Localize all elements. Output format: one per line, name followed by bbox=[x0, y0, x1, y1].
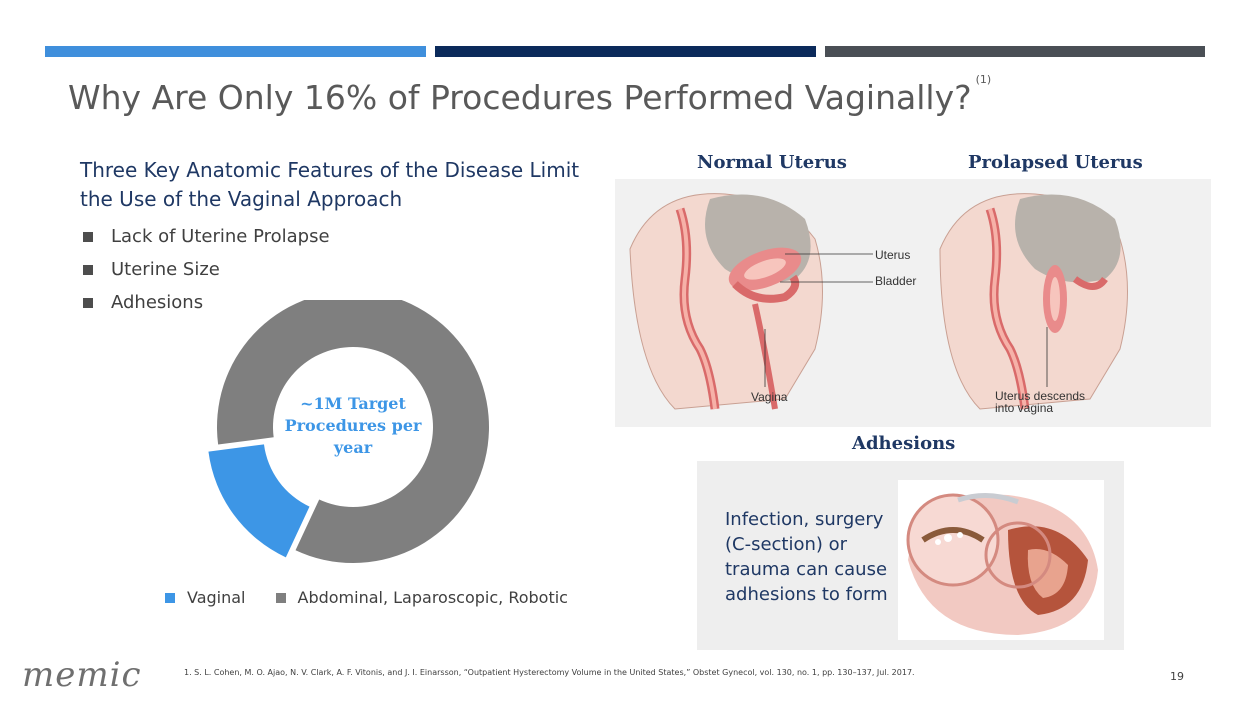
memic-logo: memic bbox=[22, 655, 142, 695]
slide-title: Why Are Only 16% of Procedures Performed… bbox=[68, 73, 991, 117]
bullet-text: Uterine Size bbox=[111, 259, 220, 280]
feature-list: Lack of Uterine Prolapse Uterine Size Ad… bbox=[80, 220, 330, 319]
legend-swatch bbox=[165, 592, 175, 603]
donut-slice-abdominal bbox=[217, 300, 489, 563]
bullet-text: Adhesions bbox=[111, 292, 204, 313]
adhesions-description: Infection, surgery (C-section) or trauma… bbox=[725, 509, 888, 605]
annotation-line-2: into vagina bbox=[995, 401, 1054, 415]
subheading: Three Key Anatomic Features of the Disea… bbox=[80, 158, 580, 211]
header-bar-gray bbox=[825, 46, 1205, 57]
uterus-comparison-illustration: Uterus Bladder Vagina Uterus descends in… bbox=[615, 179, 1211, 427]
prolapsed-uterus-heading: Prolapsed Uterus bbox=[968, 152, 1143, 173]
bullet-text: Lack of Uterine Prolapse bbox=[111, 226, 330, 247]
prolapsed-uterus-image bbox=[939, 193, 1128, 410]
annotation-uterus-descends: Uterus descends into vagina bbox=[995, 390, 1085, 414]
adhesions-drawing bbox=[906, 493, 1098, 635]
page-number: 19 bbox=[1170, 670, 1184, 683]
annotation-uterus: Uterus bbox=[875, 248, 911, 262]
bullet-square-icon bbox=[83, 264, 93, 275]
legend-item-abdominal: Abdominal, Laparoscopic, Robotic bbox=[275, 588, 568, 607]
adhesions-illustration bbox=[898, 480, 1104, 640]
list-item: Lack of Uterine Prolapse bbox=[80, 220, 330, 253]
adhesions-heading: Adhesions bbox=[852, 433, 956, 454]
annotation-vagina: Vagina bbox=[751, 390, 788, 404]
chart-legend: Vaginal Abdominal, Laparoscopic, Robotic bbox=[165, 588, 598, 607]
donut-center-text: ~1M Target Procedures per year bbox=[285, 394, 422, 457]
list-item: Uterine Size bbox=[80, 253, 330, 286]
legend-swatch bbox=[275, 592, 286, 603]
donut-slice-vaginal bbox=[208, 444, 310, 558]
anatomy-drawing bbox=[629, 193, 1128, 410]
legend-label: Abdominal, Laparoscopic, Robotic bbox=[297, 588, 568, 607]
title-footnote-ref: (1) bbox=[975, 73, 992, 86]
slide-title-text: Why Are Only 16% of Procedures Performed… bbox=[68, 78, 972, 117]
normal-uterus-heading: Normal Uterus bbox=[697, 152, 847, 173]
donut-value-label: 16% bbox=[208, 530, 240, 547]
legend-label: Vaginal bbox=[187, 588, 246, 607]
footnote-citation: 1. S. L. Cohen, M. O. Ajao, N. V. Clark,… bbox=[184, 668, 915, 677]
header-bar-navy bbox=[435, 46, 816, 57]
annotation-bladder: Bladder bbox=[875, 274, 917, 288]
header-bar-blue bbox=[45, 46, 426, 57]
legend-item-vaginal: Vaginal bbox=[165, 588, 246, 607]
bullet-square-icon bbox=[83, 297, 93, 308]
normal-uterus-image bbox=[629, 193, 823, 410]
adhesions-panel: Infection, surgery (C-section) or trauma… bbox=[697, 461, 1124, 650]
annotation-line-1: Uterus descends bbox=[995, 389, 1086, 403]
bullet-square-icon bbox=[83, 231, 93, 242]
list-item: Adhesions bbox=[80, 286, 330, 319]
